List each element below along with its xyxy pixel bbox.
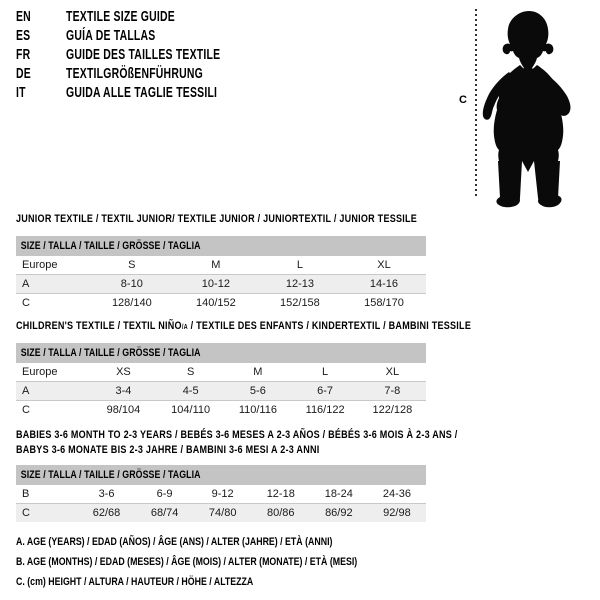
svg-text:C: C <box>459 94 467 106</box>
